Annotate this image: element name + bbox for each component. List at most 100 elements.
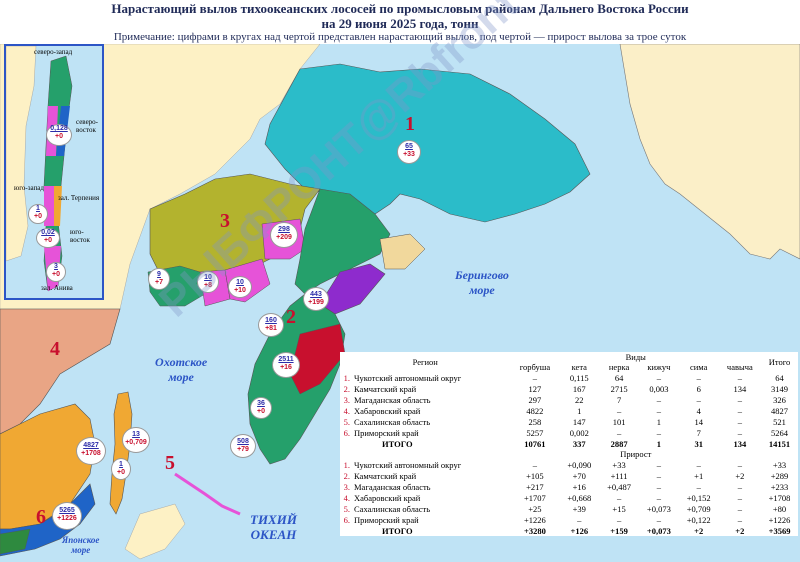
gain-header-row: Прирост	[340, 449, 798, 459]
table-cell: 167	[572, 383, 586, 394]
table-row: 5. Сахалинская область 258 147 101 1 14 – 521	[340, 416, 798, 427]
species-header-cell: нерка	[608, 362, 630, 372]
species-header-cell: кета	[571, 362, 587, 372]
table-cell: 4827	[771, 405, 789, 416]
catch-table: Регион Виды Итого горбуша кета нерка киж…	[340, 352, 798, 536]
row-number: 5.	[343, 416, 350, 427]
table-cell: +2	[694, 525, 704, 536]
region-name: Чукотский автономный округ	[354, 372, 462, 383]
table-cell: –	[656, 394, 661, 405]
map-subtitle: на 29 июня 2025 года, тонн	[321, 16, 479, 31]
table-cell: 0,003	[649, 383, 669, 394]
table-cell: 127	[528, 383, 542, 394]
circle-sakhalin-1: 1 +0	[111, 458, 131, 480]
region-name: Магаданская область	[354, 481, 431, 492]
region-column-header: Регион	[412, 357, 438, 367]
gain-header: Прирост	[620, 449, 652, 459]
circle-kamchatka-2511: 2511 +16	[272, 352, 300, 378]
table-cell: +0,073	[646, 503, 671, 514]
row-number: 5.	[343, 503, 350, 514]
region-name: Камчатский край	[354, 470, 417, 481]
circle-magadan-10b: 10 +10	[228, 276, 252, 298]
table-cell: 337	[572, 438, 586, 449]
species-column-header: Виды	[625, 352, 646, 362]
region-number-1: 1	[405, 113, 415, 135]
table-cell: 10761	[524, 438, 546, 449]
table-cell: +1226	[524, 514, 546, 525]
region-name: Магаданская область	[354, 394, 431, 405]
table-cell: –	[616, 405, 622, 416]
gain-table-row: 2. Камчатский край +105 +70 +111 – +1 +2 +289	[340, 470, 798, 481]
table-cell: +0,709	[686, 503, 711, 514]
table-cell: –	[616, 514, 622, 525]
catch-total-row: ИТОГО 10761 337 2887 1 31 134 14151	[340, 438, 798, 449]
table-cell: 22	[575, 394, 584, 405]
kuril-islands	[174, 472, 241, 516]
inset-label-terpeniya: зал. Терпения	[58, 194, 100, 202]
region-number-3: 3	[220, 210, 230, 232]
table-cell: +126	[570, 525, 589, 536]
species-header-cell: горбуша	[519, 362, 551, 372]
table-cell: 64	[614, 372, 624, 383]
table-species-row: горбуша кета нерка кижуч сима чавыча	[340, 362, 798, 372]
circle-kamchatka-508: 508 +79	[230, 434, 256, 458]
gain-total-row: ИТОГО +3280 +126 +159 +0,073 +2 +2 +3569	[340, 525, 798, 536]
table-cell: +33	[612, 459, 626, 470]
table-cell: 5257	[526, 427, 544, 438]
table-cell: 4	[696, 405, 701, 416]
gain-table-row: 4. Хабаровский край +1707 +0,668 – – +0,152 – +1…	[340, 492, 798, 503]
inset-label-sw: юго-запад	[14, 184, 44, 192]
table-cell: –	[532, 459, 538, 470]
table-cell: +1226	[768, 514, 791, 525]
table-cell: 7	[616, 394, 622, 405]
inset-label-aniva: зал. Анива	[41, 284, 73, 292]
inset-circle-sw: 1 +0	[28, 204, 48, 224]
table-cell: 1	[577, 405, 582, 416]
table-row: 3. Магаданская область 297 22 7 – – – 326	[340, 394, 798, 405]
table-cell: +159	[610, 525, 628, 536]
table-cell: 2887	[610, 438, 628, 449]
circle-magadan-9: 9 +7	[148, 268, 170, 290]
table-cell: 5264	[771, 427, 789, 438]
table-cell: +1707	[524, 492, 546, 503]
gain-table-row: 6. Приморский край +1226 – – – +0,122 – +1226	[340, 514, 798, 525]
inset-zone-se	[54, 186, 62, 226]
table-cell: 134	[733, 438, 747, 449]
table-cell: 1	[656, 416, 661, 427]
gain-table-row: 5. Сахалинская область +25 +39 +15 +0,073 +0,7…	[340, 503, 798, 514]
table-cell: 4822	[526, 405, 544, 416]
region-name: Хабаровский край	[354, 492, 421, 503]
region-number-4: 4	[50, 338, 60, 360]
table-cell: –	[656, 372, 661, 383]
region-name: Чукотский автономный округ	[354, 459, 462, 470]
table-cell: 2715	[610, 383, 628, 394]
region-number-6: 6	[36, 506, 46, 528]
table-cell: –	[737, 492, 742, 503]
table-cell: 0,002	[569, 427, 589, 438]
circle-kamchatka-443: 443 +199	[303, 287, 329, 311]
table-cell: +80	[772, 503, 787, 514]
row-number: 6.	[343, 514, 350, 525]
table-row: 6. Приморский край 5257 0,002 – – 7 – 5264	[340, 427, 798, 438]
species-header-cell: чавыча	[726, 362, 753, 372]
table-cell: –	[737, 372, 742, 383]
map-title: Нарастающий вылов тихоокеанских лососей …	[111, 1, 689, 16]
table-cell: +0,122	[686, 514, 711, 525]
inset-mainland	[6, 46, 37, 262]
table-cell: 14	[694, 416, 703, 427]
table-cell: +2	[735, 525, 745, 536]
table-row: 2. Камчатский край 127 167 2715 0,003 6 134 3149	[340, 383, 798, 394]
table-cell: +1708	[768, 492, 791, 503]
table-cell: 326	[773, 394, 786, 405]
table-row: 1. Чукотский автономный округ – 0,115 64 – – – 6…	[340, 372, 798, 383]
table-cell: –	[737, 459, 742, 470]
table-cell: +0,668	[567, 492, 592, 503]
inset-label-nw: северо-запад	[34, 48, 73, 56]
row-number: 4.	[343, 492, 350, 503]
row-number: 4.	[343, 405, 350, 416]
table-cell: +3280	[524, 525, 546, 536]
table-header-row: Регион Виды Итого	[340, 352, 798, 367]
region-name: Приморский край	[354, 427, 419, 438]
table-cell: +0,073	[646, 525, 671, 536]
table-cell: –	[696, 372, 701, 383]
